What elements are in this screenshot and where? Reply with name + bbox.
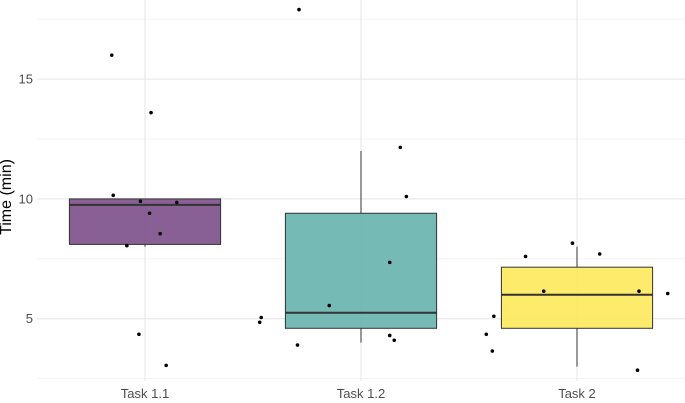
box-3 <box>500 246 654 367</box>
data-point <box>387 333 392 338</box>
data-point <box>158 231 162 236</box>
data-point <box>637 289 641 293</box>
data-point <box>665 291 670 296</box>
data-point <box>164 363 168 368</box>
data-point <box>597 252 602 256</box>
data-point <box>138 199 143 204</box>
box-rect <box>68 198 222 245</box>
data-point <box>398 145 403 150</box>
data-point <box>404 194 409 199</box>
boxes <box>68 150 654 367</box>
x-tick-label: Task 2 <box>558 386 596 401</box>
box-rect <box>284 212 438 329</box>
data-point <box>137 332 141 337</box>
data-point <box>490 349 495 353</box>
data-point <box>541 289 546 293</box>
data-points <box>109 7 670 373</box>
x-tick-label: Task 1.1 <box>121 386 169 401</box>
data-point <box>257 320 262 325</box>
data-point <box>392 338 397 343</box>
data-point <box>125 243 129 248</box>
data-point <box>109 53 114 57</box>
x-axis-ticks: Task 1.1 Task 1.2 Task 2 <box>121 386 596 401</box>
data-point <box>259 315 264 320</box>
x-tick-label: Task 1.2 <box>337 386 385 401</box>
box-2 <box>284 150 438 343</box>
box-rect <box>500 266 654 329</box>
data-point <box>111 193 116 198</box>
data-point <box>387 260 392 265</box>
box-1 <box>68 198 222 247</box>
y-axis-title: Time (min) <box>0 159 15 235</box>
data-point <box>295 343 300 347</box>
y-axis-ticks: 5 10 15 <box>19 72 33 327</box>
data-point <box>635 368 640 373</box>
data-point <box>484 332 489 337</box>
data-point <box>570 241 575 246</box>
y-tick-label: 15 <box>19 72 33 87</box>
data-point <box>149 110 153 115</box>
data-point <box>327 303 332 308</box>
data-point <box>492 314 496 319</box>
y-tick-label: 10 <box>19 191 33 206</box>
data-point <box>147 211 152 216</box>
data-point <box>174 200 179 205</box>
y-tick-label: 5 <box>26 311 33 326</box>
data-point <box>523 254 528 259</box>
data-point <box>297 7 301 12</box>
